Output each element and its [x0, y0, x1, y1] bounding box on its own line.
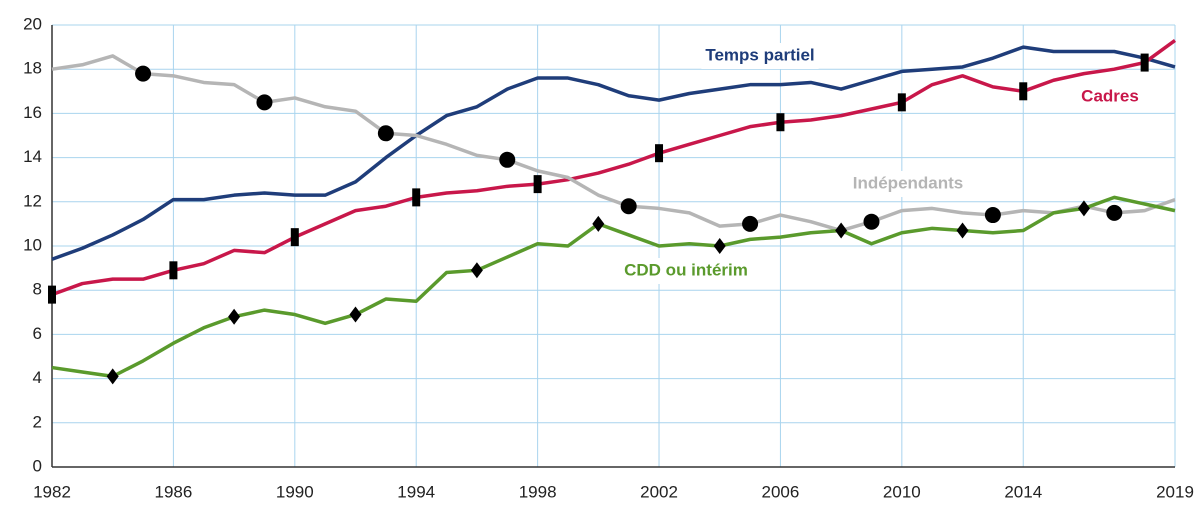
x-tick-label: 2019: [1156, 482, 1194, 501]
x-tick-label: 1986: [154, 482, 192, 501]
marker: [228, 308, 241, 325]
y-tick-label: 16: [23, 103, 42, 122]
marker: [106, 368, 119, 385]
y-tick-label: 6: [33, 324, 42, 343]
marker: [863, 213, 880, 230]
x-tick-label: 2014: [1004, 482, 1042, 501]
marker: [1140, 53, 1149, 72]
legend-label: Indépendants: [853, 173, 964, 192]
marker: [1106, 204, 1123, 221]
y-tick-label: 10: [23, 235, 42, 254]
marker: [956, 222, 969, 239]
label-bg: [1077, 84, 1143, 110]
x-tick-label: 1990: [276, 482, 314, 501]
marker: [349, 306, 362, 323]
label-bg: [701, 43, 819, 69]
marker: [1019, 82, 1028, 101]
marker: [1077, 200, 1090, 217]
marker: [135, 65, 152, 82]
x-tick-label: 2010: [883, 482, 921, 501]
marker: [742, 215, 759, 232]
x-tick-label: 2006: [762, 482, 800, 501]
x-tick-label: 1982: [33, 482, 71, 501]
x-tick-label: 1998: [519, 482, 557, 501]
marker: [655, 144, 664, 163]
marker: [533, 175, 542, 194]
x-tick-label: 1994: [397, 482, 435, 501]
y-tick-label: 20: [23, 14, 42, 33]
y-tick-label: 0: [33, 456, 42, 475]
y-tick-label: 8: [33, 280, 42, 299]
marker: [290, 228, 299, 247]
marker: [835, 222, 848, 239]
series-line: [51, 39, 1177, 297]
y-tick-label: 14: [23, 147, 42, 166]
marker: [48, 285, 56, 304]
label-bg: [620, 258, 752, 284]
y-tick-label: 2: [33, 412, 42, 431]
x-tick-label: 2002: [640, 482, 678, 501]
series-line: [51, 54, 1176, 233]
marker: [592, 215, 605, 232]
marker: [776, 113, 785, 132]
marker: [377, 125, 394, 142]
y-tick-label: 18: [23, 59, 42, 78]
label-bg: [848, 171, 968, 197]
marker: [620, 198, 637, 215]
y-tick-label: 4: [33, 368, 42, 387]
marker: [713, 238, 726, 254]
marker: [412, 188, 421, 207]
legend-label: Cadres: [1081, 86, 1139, 105]
y-tick-label: 12: [23, 191, 42, 210]
marker: [984, 207, 1001, 224]
marker: [499, 151, 516, 168]
legend-label: Temps partiel: [705, 45, 814, 64]
series-line: [51, 195, 1176, 379]
legend-label: CDD ou intérim: [624, 260, 748, 279]
marker: [897, 93, 906, 112]
marker: [256, 94, 273, 111]
marker: [169, 261, 178, 280]
series-line: [51, 45, 1176, 261]
marker: [470, 262, 483, 279]
